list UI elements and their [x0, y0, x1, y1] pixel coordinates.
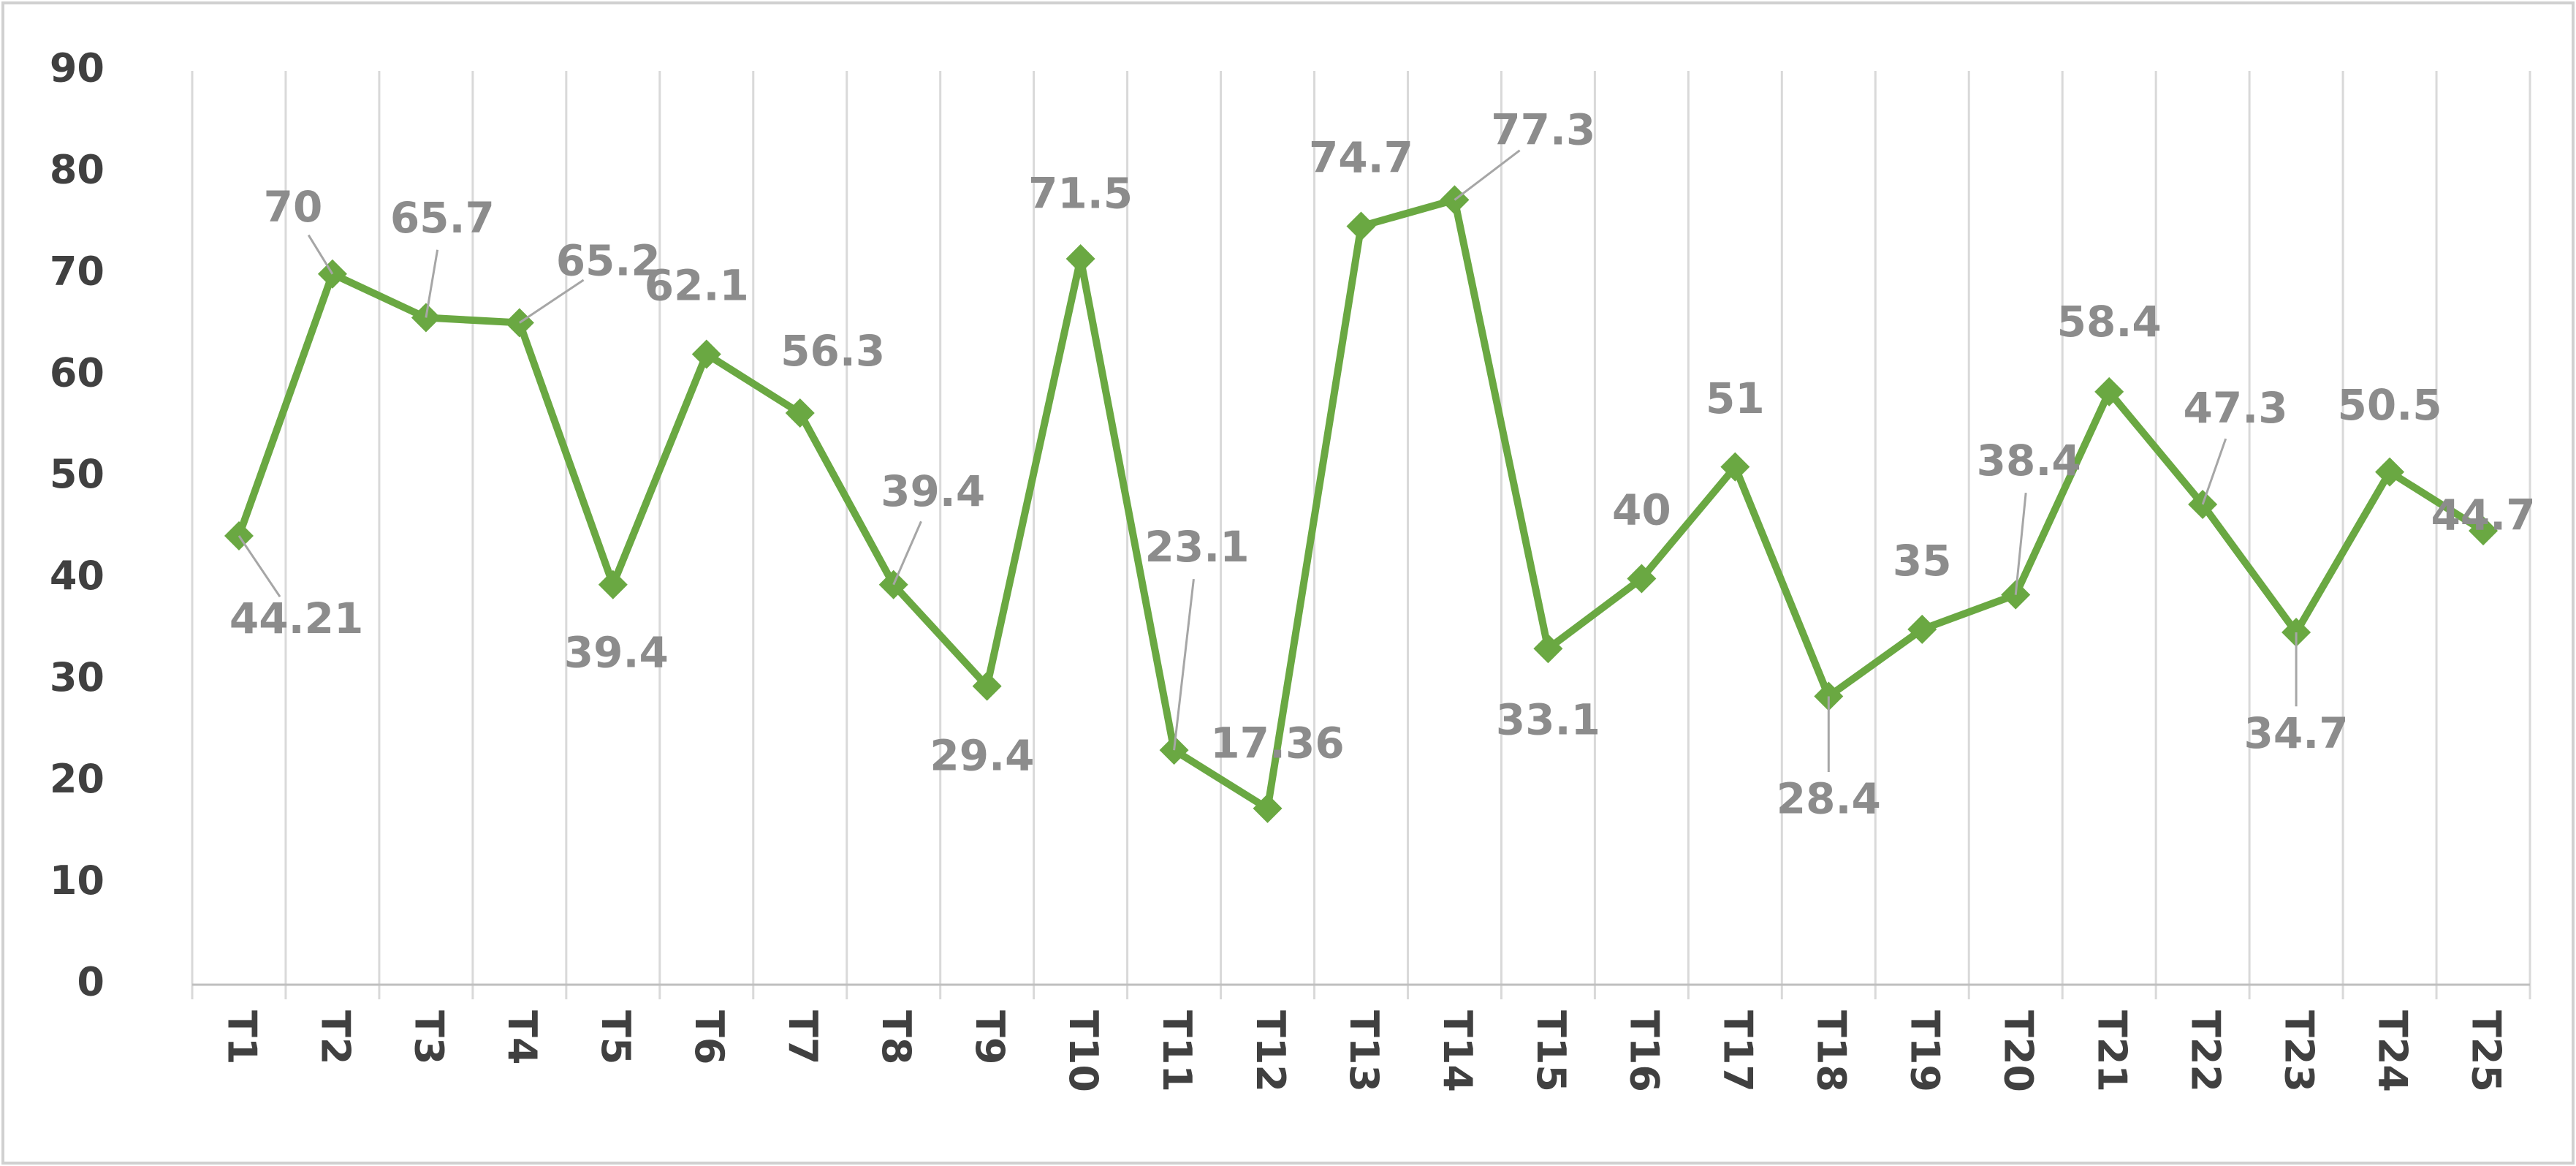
leader-line — [1173, 578, 1195, 751]
leader-line — [2201, 438, 2227, 505]
data-label: 44.21 — [229, 594, 363, 643]
data-label: 70 — [264, 182, 323, 232]
x-tick-label: T19 — [1902, 1010, 1948, 1092]
leader-line — [238, 535, 281, 598]
x-tick-label: T23 — [2276, 1010, 2322, 1092]
y-tick-label: 10 — [50, 858, 105, 904]
data-label: 34.7 — [2244, 708, 2349, 758]
data-label: 39.4 — [881, 466, 985, 516]
data-label: 23.1 — [1144, 522, 1249, 572]
marker — [1627, 564, 1657, 594]
leader-line — [2014, 492, 2027, 595]
data-label: 17.36 — [1210, 719, 1344, 768]
y-tick-label: 70 — [50, 248, 105, 294]
x-tick-label: T1 — [219, 1010, 265, 1064]
x-tick-label: T17 — [1715, 1010, 1761, 1092]
x-tick-label: T3 — [406, 1010, 452, 1064]
marker — [2094, 376, 2124, 406]
x-tick-label: T24 — [2369, 1010, 2415, 1092]
marker — [785, 398, 815, 428]
x-tick-label: T11 — [1154, 1010, 1200, 1092]
x-tick-label: T4 — [499, 1010, 545, 1064]
x-tick-label: T15 — [1528, 1010, 1574, 1092]
data-label: 65.7 — [390, 193, 495, 243]
data-label: 77.3 — [1491, 105, 1595, 154]
y-tick-label: 40 — [50, 553, 105, 599]
x-tick-label: T5 — [593, 1010, 639, 1064]
marker — [2375, 457, 2405, 487]
x-tick-label: T9 — [967, 1010, 1013, 1064]
y-tick-label: 20 — [50, 756, 105, 802]
data-label: 56.3 — [780, 326, 885, 376]
data-label: 33.1 — [1496, 695, 1600, 745]
leader-line — [1454, 149, 1521, 201]
x-tick-label: T20 — [1996, 1010, 2042, 1092]
marker — [1346, 211, 1376, 241]
marker — [1065, 243, 1095, 273]
data-label: 38.4 — [1977, 436, 2081, 485]
y-tick-label: 0 — [77, 959, 105, 1005]
x-tick-label: T25 — [2463, 1010, 2509, 1092]
x-tick-label: T14 — [1435, 1010, 1481, 1092]
data-label: 47.3 — [2184, 383, 2288, 433]
marker — [972, 671, 1002, 701]
x-tick-label: T12 — [1247, 1010, 1293, 1092]
data-label: 40 — [1612, 485, 1671, 535]
data-label: 28.4 — [1777, 774, 1881, 824]
y-tick-label: 80 — [50, 147, 105, 193]
x-tick-label: T8 — [873, 1010, 919, 1064]
marker — [1907, 614, 1937, 644]
marker — [1533, 634, 1563, 664]
x-tick-label: T13 — [1341, 1010, 1387, 1092]
marker — [598, 569, 628, 599]
data-label: 58.4 — [2057, 297, 2162, 347]
marker — [1720, 452, 1750, 482]
x-tick-label: T7 — [780, 1010, 826, 1064]
y-tick-label: 90 — [50, 45, 105, 91]
leader-line — [892, 520, 922, 586]
x-tick-label: T22 — [2182, 1010, 2228, 1092]
x-tick-label: T16 — [1622, 1010, 1668, 1092]
data-label: 62.1 — [645, 261, 749, 311]
marker — [691, 339, 721, 369]
data-label: 29.4 — [930, 731, 1034, 781]
leader-line — [519, 279, 585, 324]
data-label: 51 — [1706, 374, 1765, 423]
x-tick-label: T10 — [1060, 1010, 1106, 1092]
data-label: 65.2 — [556, 236, 661, 286]
x-tick-label: T21 — [2089, 1010, 2135, 1092]
data-label: 44.7 — [2431, 490, 2535, 540]
leader-line — [307, 234, 334, 275]
marker — [2469, 516, 2499, 546]
y-tick-label: 60 — [50, 349, 105, 395]
y-tick-label: 30 — [50, 654, 105, 700]
marker — [1253, 793, 1283, 823]
data-label: 71.5 — [1028, 169, 1133, 219]
data-label: 39.4 — [564, 628, 669, 678]
data-label: 35 — [1893, 536, 1952, 586]
data-label: 50.5 — [2338, 380, 2442, 430]
y-tick-label: 50 — [50, 451, 105, 497]
leader-line — [425, 249, 439, 318]
x-tick-label: T6 — [686, 1010, 732, 1064]
x-tick-label: T18 — [1809, 1010, 1855, 1092]
data-label: 74.7 — [1309, 133, 1413, 183]
x-tick-label: T2 — [312, 1010, 358, 1064]
